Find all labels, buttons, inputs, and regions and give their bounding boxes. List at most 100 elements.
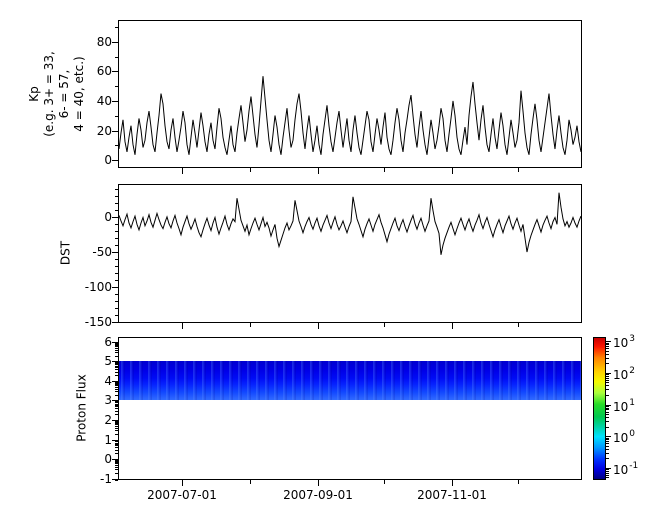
colorbar-log-minor-tick	[606, 427, 609, 428]
proton_flux-x-major-tick	[318, 480, 319, 486]
dst_index-y-minor-tick	[115, 266, 118, 267]
colorbar-log-minor-tick	[606, 469, 609, 470]
kp_index-y-major-tick	[112, 42, 118, 43]
colorbar-log-minor-tick	[606, 414, 609, 415]
kp_index-x-minor-tick	[384, 168, 385, 172]
colorbar-major-tick	[606, 468, 611, 469]
colorbar-log-minor-tick	[606, 385, 609, 386]
kp_index-y-major-tick	[112, 101, 118, 102]
colorbar-label-base: 10	[613, 463, 629, 477]
proton_flux-y-tick-label: 2	[104, 413, 112, 427]
dst_index-y-minor-tick	[115, 273, 118, 274]
kp_index-x-minor-tick	[250, 168, 251, 172]
colorbar-log-minor-tick	[606, 351, 609, 352]
proton_flux-y-log-minor-tick	[115, 414, 118, 415]
colorbar-log-minor-tick	[606, 374, 609, 375]
colorbar-log-minor-tick	[606, 421, 609, 422]
dst_index-x-major-tick	[318, 323, 319, 329]
proton_flux-y-log-minor-tick	[115, 447, 118, 448]
proton_flux-y-log-minor-tick	[115, 352, 118, 353]
colorbar-log-minor-tick	[606, 343, 609, 344]
proton_flux-y-log-minor-tick	[115, 366, 118, 367]
colorbar-log-minor-tick	[606, 358, 609, 359]
proton_flux-y-log-minor-tick	[115, 356, 118, 357]
proton_flux-y-log-minor-tick	[115, 395, 118, 396]
colorbar-log-minor-tick	[606, 380, 609, 381]
proton_flux-y-log-minor-tick	[115, 375, 118, 376]
colorbar-major-tick	[606, 373, 611, 374]
kp-trace-canvas	[119, 76, 581, 155]
dst_index-y-tick-label: -150	[84, 315, 112, 329]
colorbar-log-minor-tick	[606, 438, 609, 439]
kp_index-y-minor-tick	[115, 116, 118, 117]
kp_index-y-minor-tick	[115, 27, 118, 28]
proton_flux-y-log-minor-tick	[115, 372, 118, 373]
proton_flux-x-minor-tick	[250, 480, 251, 484]
proton_flux-y-log-minor-tick	[115, 385, 118, 386]
colorbar-log-minor-tick	[606, 395, 609, 396]
kp_index-y-major-tick	[112, 71, 118, 72]
proton_flux-y-log-minor-tick	[115, 450, 118, 451]
kp_index-y-minor-tick	[115, 57, 118, 58]
proton_flux-y-log-minor-tick	[115, 424, 118, 425]
proton_flux-y-major-tick	[112, 479, 118, 480]
colorbar-log-minor-tick	[606, 408, 609, 409]
proton_flux-y-log-minor-tick	[115, 460, 118, 461]
dst_index-x-minor-tick	[250, 323, 251, 327]
colorbar-tick-label: 101	[613, 397, 635, 414]
proton_flux-y-log-minor-tick	[115, 345, 118, 346]
colorbar-log-minor-tick	[606, 441, 609, 442]
proton_flux-x-minor-tick	[518, 480, 519, 484]
colorbar-label-exponent: 2	[629, 366, 636, 376]
proton_flux-y-log-minor-tick	[115, 461, 118, 462]
colorbar-tick-label: 10-1	[613, 460, 638, 477]
kp_index-y-tick-label: 20	[96, 124, 112, 138]
proton_flux-y-log-minor-tick	[115, 401, 118, 402]
proton_flux-y-tick-label: -1	[100, 472, 112, 486]
colorbar-log-minor-tick	[606, 389, 609, 390]
dst_index-y-minor-tick	[115, 189, 118, 190]
dst_index-y-minor-tick	[115, 231, 118, 232]
proton_flux-y-tick-label: 4	[104, 374, 112, 388]
dst_index-y-major-tick	[112, 322, 118, 323]
dst_index-x-major-tick	[182, 323, 183, 329]
proton_flux-y-tick-label: 3	[104, 393, 112, 407]
kp_index-y-tick-label: 80	[96, 35, 112, 49]
proton_flux-y-log-minor-tick	[115, 348, 118, 349]
x-tick-label-jul: 2007-07-01	[147, 488, 217, 502]
colorbar-label-base: 10	[613, 400, 629, 414]
colorbar-label-base: 10	[613, 431, 629, 445]
colorbar-label-base: 10	[613, 368, 629, 382]
proton_flux-y-log-minor-tick	[115, 389, 118, 390]
proton_flux-x-major-tick	[182, 480, 183, 486]
proton-flux-spectrogram-panel	[118, 337, 582, 480]
proton_flux-y-major-tick	[112, 381, 118, 382]
proton_flux-y-log-minor-tick	[115, 434, 118, 435]
proton_flux-y-log-minor-tick	[115, 421, 118, 422]
proton_flux-y-log-minor-tick	[115, 430, 118, 431]
proton_flux-y-log-minor-tick	[115, 350, 118, 351]
colorbar-major-tick	[606, 436, 611, 437]
dst_index-y-minor-tick	[115, 210, 118, 211]
proton_flux-y-log-minor-tick	[115, 382, 118, 383]
kp_index-y-tick-label: 40	[96, 94, 112, 108]
colorbar-log-minor-tick	[606, 412, 609, 413]
proton_flux-x-major-tick	[452, 480, 453, 486]
dst_index-y-minor-tick	[115, 196, 118, 197]
colorbar-log-minor-tick	[606, 354, 609, 355]
proton_flux-y-log-minor-tick	[115, 467, 118, 468]
proton_flux-y-log-minor-tick	[115, 443, 118, 444]
proton_flux-y-log-minor-tick	[115, 428, 118, 429]
colorbar-tick-label: 103	[613, 333, 635, 350]
colorbar-log-minor-tick	[606, 453, 609, 454]
proton_flux-y-log-minor-tick	[115, 362, 118, 363]
proton_flux-y-log-minor-tick	[115, 387, 118, 388]
proton_flux-y-log-minor-tick	[115, 369, 118, 370]
dst_index-y-minor-tick	[115, 224, 118, 225]
colorbar-log-minor-tick	[606, 443, 609, 444]
colorbar-label-exponent: 3	[629, 334, 636, 344]
colorbar-label-exponent: 1	[629, 398, 636, 408]
proton_flux-y-log-minor-tick	[115, 473, 118, 474]
proton_flux-y-tick-label: 0	[104, 452, 112, 466]
proton_flux-y-log-minor-tick	[115, 423, 118, 424]
